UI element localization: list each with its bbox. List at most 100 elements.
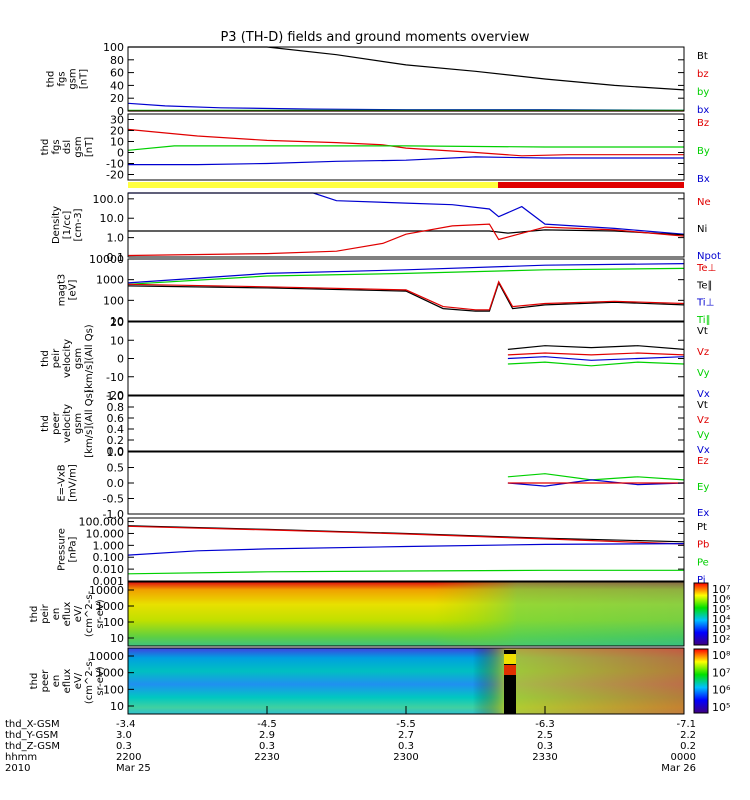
footer-value: 2200 <box>116 752 141 763</box>
series-line-blue <box>128 192 685 235</box>
footer-value: 2.9 <box>259 730 275 741</box>
y-axis-label: [km/s](All Qs) <box>84 324 95 392</box>
legend-entry: Pe <box>697 557 709 568</box>
panel-frame-peir_vel <box>127 321 685 396</box>
legend-entry: Ex <box>697 508 709 519</box>
y-tick-label: 10000 <box>89 650 124 663</box>
y-tick-label: 10000 <box>89 253 124 266</box>
legend-entry: Bx <box>697 174 710 185</box>
y-tick-label: 0.4 <box>107 423 125 436</box>
colorbar-label: 10³ <box>712 623 730 636</box>
y-tick-label: -0.5 <box>103 493 124 506</box>
y-axis-label: velocity <box>62 404 73 443</box>
footer-label: thd_X-GSM <box>5 719 60 730</box>
panel-frame-temp <box>127 258 685 322</box>
y-tick-label: -20 <box>106 169 124 182</box>
y-tick-label: 0 <box>117 105 124 118</box>
y-tick-label: 10.000 <box>86 527 125 540</box>
legend-entry: Vx <box>697 445 710 456</box>
legend-entry: Te⊥ <box>696 263 716 274</box>
y-tick-label: -10 <box>106 371 124 384</box>
y-axis-label: thd <box>40 415 51 432</box>
legend-entry: Pb <box>697 540 709 551</box>
series-line-red <box>127 128 684 157</box>
series-line-green <box>507 361 685 367</box>
spectrogram-overlay <box>128 582 684 646</box>
spectrogram-overlay <box>128 648 684 714</box>
y-tick-label: 0.0 <box>107 477 125 490</box>
series-line-green <box>127 267 685 285</box>
legend-entry: Vy <box>697 430 710 441</box>
legend-entry: Te∥ <box>696 280 713 291</box>
y-tick-label: 0.0 <box>107 445 125 458</box>
series-line-black <box>128 229 685 236</box>
footer-value: 2.5 <box>537 730 553 741</box>
y-axis-label: peir <box>40 603 51 623</box>
y-axis-label: [1/cc] <box>62 211 73 240</box>
y-tick-label: -20 <box>106 389 124 402</box>
y-tick-label: 10 <box>110 632 124 645</box>
colorbar-label: 10⁸ <box>712 649 731 662</box>
legend-entry: Vx <box>697 389 710 400</box>
footer-label: 2010 <box>5 763 30 774</box>
y-axis-label: (cm^2-s- <box>84 590 95 637</box>
y-tick-label: 100.0 <box>93 193 125 206</box>
legend-entry: Bt <box>697 51 708 62</box>
y-tick-label: 100 <box>103 616 124 629</box>
data-gap-mid <box>504 665 516 675</box>
footer-value: 2230 <box>254 752 279 763</box>
legend-entry: bx <box>697 105 709 116</box>
region-bar-yellow <box>128 182 498 188</box>
footer-value: 2.2 <box>680 730 696 741</box>
series-line-red <box>127 280 685 311</box>
colorbar-peer_en <box>693 648 709 714</box>
series-line-blue <box>128 156 684 166</box>
y-axis-label: E=-VxB <box>57 464 68 501</box>
y-axis-label: gsm <box>73 413 84 434</box>
y-axis-label: peer <box>51 411 62 435</box>
y-tick-label: 30 <box>110 114 124 127</box>
y-tick-label: 1.000 <box>93 539 125 552</box>
legend-entry: Vt <box>697 400 708 411</box>
y-axis-label: [mV/m] <box>68 464 79 502</box>
panel-frame-density <box>127 192 685 258</box>
legend-entry: Ne <box>697 197 711 208</box>
series-line-green <box>127 145 684 151</box>
footer-label: thd_Z-GSM <box>5 741 60 752</box>
series-line-red <box>127 525 685 545</box>
plot-title: P3 (TH-D) fields and ground moments over… <box>220 30 529 45</box>
y-tick-label: 0.5 <box>107 462 125 475</box>
footer-label: hhmm <box>5 752 37 763</box>
y-tick-label: 0.010 <box>93 563 125 576</box>
footer-value: Mar 25 <box>116 763 151 774</box>
y-axis-label: eV/ <box>73 605 84 622</box>
panel-frame-fgs <box>127 46 685 112</box>
series-line-red <box>507 352 685 356</box>
y-tick-label: 10 <box>110 136 124 149</box>
series-line-blue <box>127 263 685 284</box>
series-line-black <box>127 281 685 312</box>
series-line-black <box>507 345 685 350</box>
footer-value: 2300 <box>393 752 418 763</box>
y-axis-label: Pressure <box>57 528 68 571</box>
y-tick-label: 100.000 <box>79 516 125 529</box>
y-axis-label: velocity <box>62 339 73 378</box>
legend-entry: Npot <box>697 251 721 262</box>
footer-value: 0000 <box>671 752 696 763</box>
footer-value: -6.3 <box>535 719 555 730</box>
y-axis-label: dsl <box>62 140 73 154</box>
y-tick-label: 0 <box>117 353 124 366</box>
legend-entry: Bz <box>697 118 709 129</box>
y-tick-label: 1.0 <box>107 446 125 459</box>
colorbar-label: 10⁴ <box>712 613 731 626</box>
colorbar-label: 10⁵ <box>712 701 730 714</box>
y-tick-label: -10 <box>106 158 124 171</box>
y-tick-label: 10000 <box>89 584 124 597</box>
colorbar-label: 10² <box>712 633 730 646</box>
legend-entry: By <box>697 146 710 157</box>
y-axis-label: [km/s](All Qs) <box>84 389 95 457</box>
footer-value: 0.2 <box>680 741 696 752</box>
y-axis-label: [nT] <box>84 137 95 157</box>
footer-value: 3.0 <box>116 730 132 741</box>
